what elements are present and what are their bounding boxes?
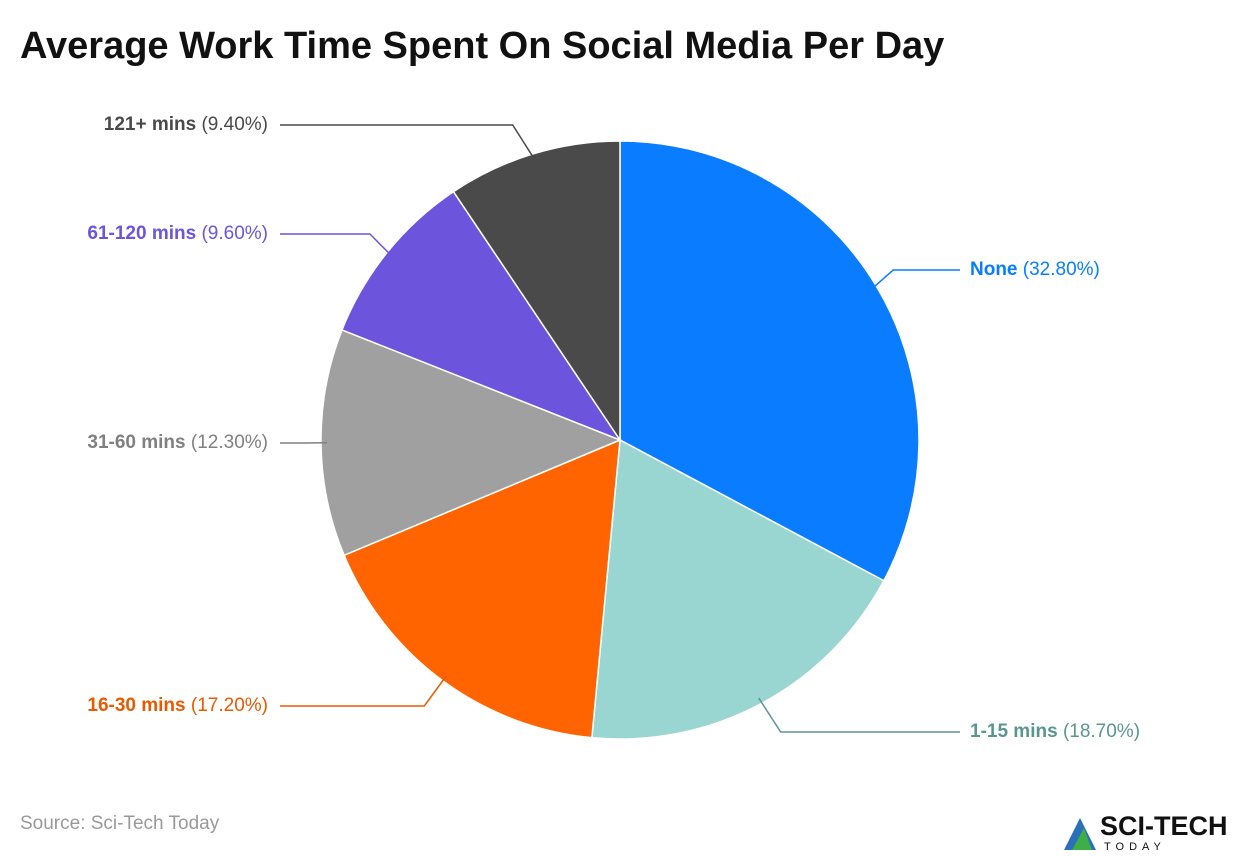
slice-label: 61-120 mins (9.60%) — [87, 223, 268, 244]
leader-line — [280, 675, 447, 707]
slice-label: 31-60 mins (12.30%) — [87, 432, 268, 453]
logo-tagline: TODAY — [1104, 841, 1166, 853]
value-label: (18.70%) — [1063, 721, 1140, 742]
category-label: 16-30 mins — [87, 695, 185, 716]
slice-label: 1-15 mins (18.70%) — [970, 721, 1140, 742]
leader-line — [280, 233, 393, 257]
pie-slice — [452, 140, 621, 443]
category-label: 61-120 mins — [87, 223, 196, 244]
value-label: (12.30%) — [191, 432, 268, 453]
slice-label: 16-30 mins (17.20%) — [87, 695, 268, 716]
value-label: (9.40%) — [201, 114, 268, 135]
leader-line — [870, 269, 960, 290]
category-label: 31-60 mins — [87, 432, 185, 453]
chart-title: Average Work Time Spent On Social Media … — [20, 25, 944, 67]
value-label: (9.60%) — [201, 223, 268, 244]
value-label: (32.80%) — [1023, 259, 1100, 280]
leader-line — [758, 697, 960, 733]
slice-label: 121+ mins (9.40%) — [104, 114, 268, 135]
category-label: None — [970, 259, 1018, 280]
category-label: 121+ mins — [104, 114, 196, 135]
leader-line — [280, 124, 536, 161]
value-label: (17.20%) — [191, 695, 268, 716]
logo-icon — [1072, 828, 1092, 850]
source: Source: Sci-Tech Today — [20, 813, 220, 834]
category-label: 1-15 mins — [970, 721, 1058, 742]
logo-name: SCI-TECH — [1100, 811, 1228, 841]
logo: SCI-TECH TODAY — [1064, 811, 1228, 853]
pie-slice — [619, 140, 920, 582]
slice-label: None (32.80%) — [970, 259, 1100, 280]
